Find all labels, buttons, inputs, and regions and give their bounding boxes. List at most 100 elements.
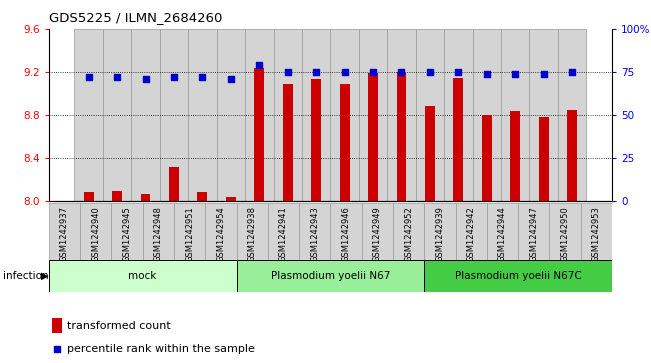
- Text: GSM1242944: GSM1242944: [498, 206, 507, 262]
- Bar: [197, 192, 208, 201]
- Bar: [226, 197, 236, 201]
- Bar: [143, 203, 174, 260]
- Bar: [302, 29, 330, 201]
- Bar: [330, 29, 359, 201]
- Bar: [529, 29, 558, 201]
- Point: [368, 69, 378, 75]
- Bar: [84, 192, 94, 201]
- Bar: [159, 29, 188, 201]
- Text: GDS5225 / ILMN_2684260: GDS5225 / ILMN_2684260: [49, 11, 222, 24]
- Point: [51, 346, 62, 352]
- Text: Plasmodium yoelii N67: Plasmodium yoelii N67: [271, 271, 390, 281]
- Bar: [456, 203, 487, 260]
- Bar: [236, 260, 424, 292]
- Bar: [174, 203, 205, 260]
- Bar: [330, 203, 362, 260]
- Bar: [396, 72, 406, 201]
- Text: GSM1242948: GSM1242948: [154, 206, 163, 262]
- Bar: [501, 29, 529, 201]
- Point: [254, 62, 264, 68]
- Text: GSM1242954: GSM1242954: [216, 206, 225, 262]
- Text: GSM1242952: GSM1242952: [404, 206, 413, 262]
- Point: [482, 71, 492, 77]
- Bar: [268, 203, 299, 260]
- Bar: [103, 29, 132, 201]
- Bar: [273, 29, 302, 201]
- Bar: [558, 29, 587, 201]
- Point: [112, 74, 122, 80]
- Bar: [299, 203, 330, 260]
- Text: GSM1242949: GSM1242949: [373, 206, 381, 262]
- Text: GSM1242953: GSM1242953: [592, 206, 601, 262]
- Bar: [255, 68, 264, 201]
- Bar: [340, 84, 350, 201]
- Bar: [539, 117, 549, 201]
- Point: [424, 69, 435, 75]
- Bar: [236, 203, 268, 260]
- Bar: [169, 167, 179, 201]
- Point: [283, 69, 293, 75]
- Bar: [80, 203, 111, 260]
- Text: mock: mock: [128, 271, 157, 281]
- Bar: [424, 260, 612, 292]
- Bar: [549, 203, 581, 260]
- Bar: [510, 111, 520, 201]
- Point: [169, 74, 179, 80]
- Point: [396, 69, 407, 75]
- Bar: [453, 78, 464, 201]
- Text: infection: infection: [3, 271, 49, 281]
- Bar: [425, 106, 435, 201]
- Bar: [416, 29, 444, 201]
- Point: [567, 69, 577, 75]
- Bar: [49, 260, 236, 292]
- Bar: [205, 203, 236, 260]
- Bar: [132, 29, 159, 201]
- Bar: [311, 79, 321, 201]
- Bar: [424, 203, 456, 260]
- Bar: [245, 29, 273, 201]
- Bar: [283, 84, 293, 201]
- Text: GSM1242947: GSM1242947: [529, 206, 538, 262]
- Point: [141, 76, 151, 82]
- Text: GSM1242937: GSM1242937: [60, 206, 69, 262]
- Bar: [393, 203, 424, 260]
- Point: [510, 71, 520, 77]
- Text: GSM1242946: GSM1242946: [342, 206, 350, 262]
- Bar: [518, 203, 549, 260]
- Text: GSM1242938: GSM1242938: [247, 206, 256, 262]
- Point: [339, 69, 350, 75]
- Text: GSM1242939: GSM1242939: [436, 206, 445, 262]
- Bar: [141, 194, 150, 201]
- Bar: [444, 29, 473, 201]
- Bar: [111, 203, 143, 260]
- Bar: [74, 29, 103, 201]
- Bar: [567, 110, 577, 201]
- Bar: [581, 203, 612, 260]
- Text: GSM1242943: GSM1242943: [311, 206, 319, 262]
- Point: [226, 76, 236, 82]
- Text: percentile rank within the sample: percentile rank within the sample: [68, 344, 255, 354]
- Bar: [359, 29, 387, 201]
- Text: GSM1242951: GSM1242951: [185, 206, 194, 262]
- Text: transformed count: transformed count: [68, 321, 171, 331]
- Bar: [387, 29, 416, 201]
- Point: [83, 74, 94, 80]
- Bar: [49, 203, 80, 260]
- Text: ▶: ▶: [41, 271, 49, 281]
- Bar: [188, 29, 217, 201]
- Bar: [482, 115, 492, 201]
- Point: [453, 69, 464, 75]
- Text: GSM1242945: GSM1242945: [122, 206, 132, 262]
- Point: [311, 69, 322, 75]
- Bar: [473, 29, 501, 201]
- Text: GSM1242940: GSM1242940: [91, 206, 100, 262]
- Bar: [51, 318, 62, 333]
- Point: [538, 71, 549, 77]
- Text: GSM1242941: GSM1242941: [279, 206, 288, 262]
- Text: GSM1242942: GSM1242942: [467, 206, 476, 262]
- Bar: [368, 73, 378, 201]
- Bar: [112, 191, 122, 201]
- Text: Plasmodium yoelii N67C: Plasmodium yoelii N67C: [454, 271, 581, 281]
- Bar: [487, 203, 518, 260]
- Text: GSM1242950: GSM1242950: [561, 206, 570, 262]
